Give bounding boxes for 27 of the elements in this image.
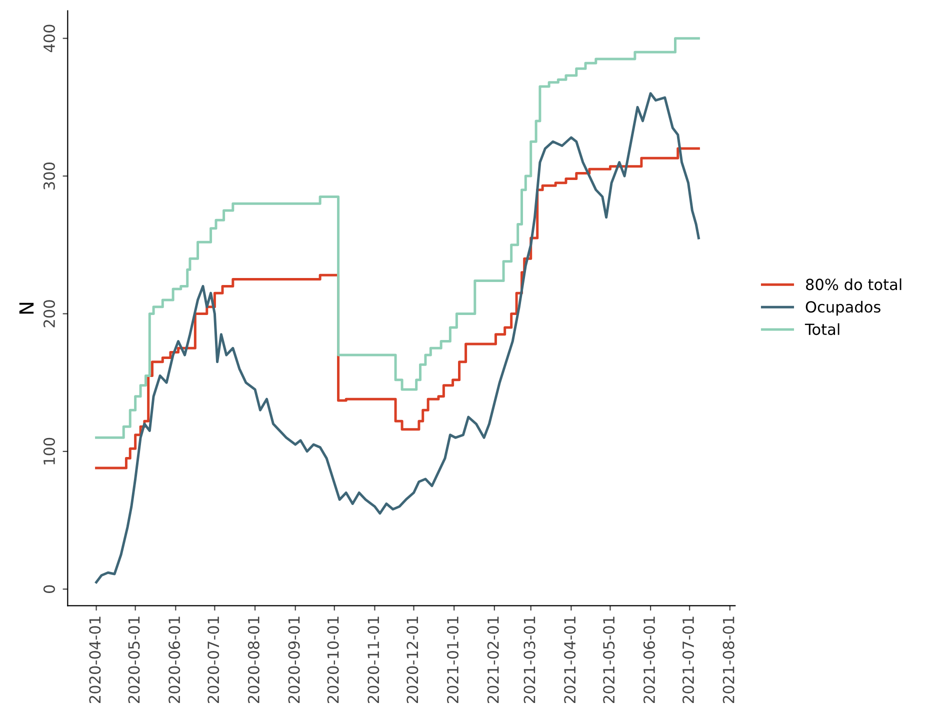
y-tick-label: 300: [43, 162, 55, 190]
x-tick-label: 2020-06-01: [168, 616, 180, 704]
legend-label: Ocupados: [806, 300, 880, 316]
y-axis-title: N: [19, 302, 34, 314]
x-tick-label: 2021-04-01: [564, 616, 576, 704]
x-tick-label: 2020-04-01: [89, 616, 101, 704]
y-tick-label: 0: [43, 585, 55, 593]
x-tick-label: 2021-07-01: [682, 616, 694, 704]
x-tick-label: 2020-10-01: [327, 616, 339, 704]
legend-label: 80% do total: [806, 278, 902, 290]
x-tick-label: 2021-06-01: [643, 616, 655, 704]
x-tick-label: 2020-11-01: [368, 616, 380, 704]
line-series: [95, 92, 700, 584]
x-tick-label: 2020-08-01: [248, 616, 260, 704]
y-tick-label: 400: [43, 24, 55, 52]
x-tick-label: 2021-03-01: [524, 616, 536, 704]
x-tick-label: 2021-02-01: [487, 616, 499, 704]
y-tick-label: 200: [43, 300, 55, 328]
x-tick-label: 2021-08-01: [722, 616, 734, 704]
y-tick-label: 100: [43, 438, 55, 464]
x-tick-label: 2021-01-01: [446, 616, 459, 704]
x-tick-label: 2020-12-01: [406, 616, 418, 704]
x-tick-label: 2020-09-01: [288, 616, 300, 704]
x-tick-label: 2020-05-01: [128, 616, 140, 704]
x-tick-label: 2021-05-01: [603, 616, 615, 704]
legend-label: Total: [804, 323, 840, 336]
x-tick-label: 2020-07-01: [208, 616, 220, 704]
